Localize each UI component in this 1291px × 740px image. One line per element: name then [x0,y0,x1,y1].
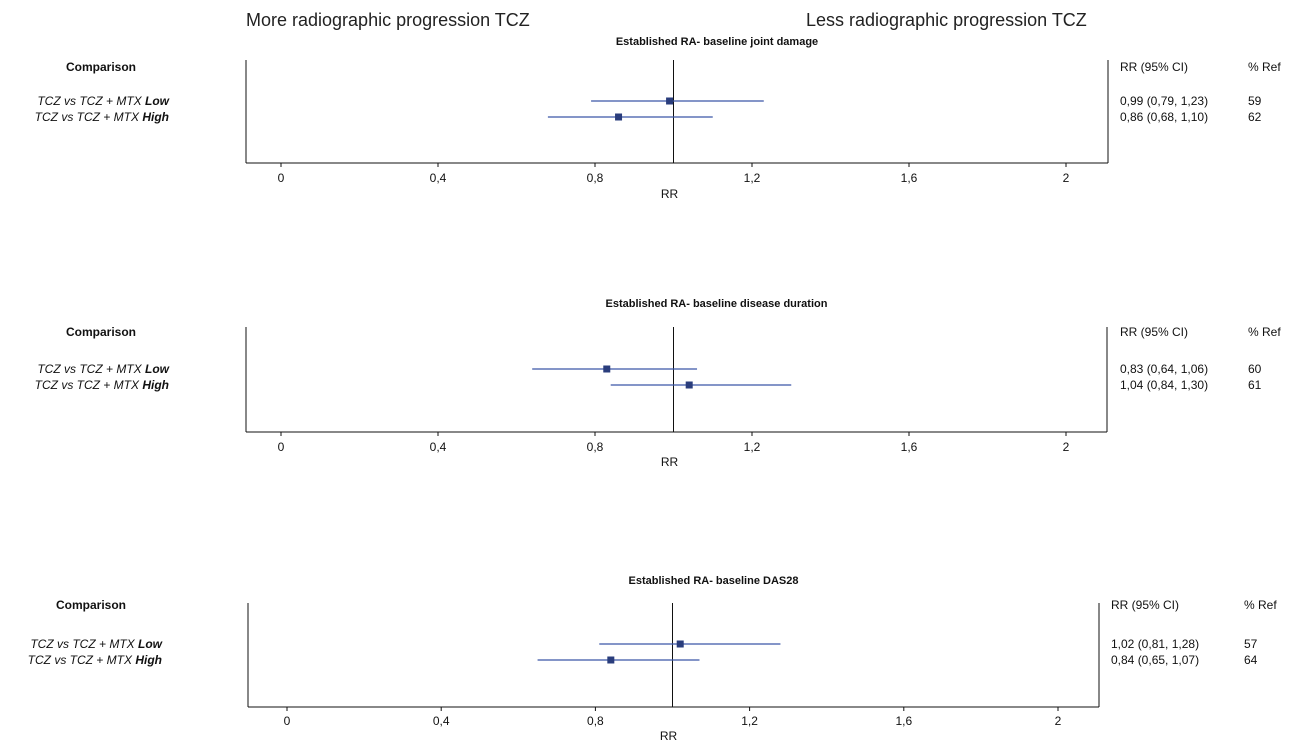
x-axis-label: RR [661,455,679,469]
rr-ci-value: 0,99 (0,79, 1,23) [1120,94,1208,108]
forest-panel: Established RA- baseline disease duratio… [35,298,1282,469]
x-tick-label: 1,2 [741,714,758,728]
x-tick-label: 2 [1063,171,1070,185]
forest-panel: Established RA- baseline joint damage Com… [35,36,1282,201]
forest-panel: Established RA- baseline DAS28 Comparison… [28,575,1278,740]
pct-ref-value: 60 [1248,362,1262,376]
x-tick-label: 1,6 [895,714,912,728]
row-label-group: Low [138,637,163,651]
point-estimate-marker [615,113,623,121]
x-tick-label: 0,8 [587,440,604,454]
x-tick-label: 0,4 [430,440,447,454]
x-tick-label: 1,2 [744,171,761,185]
row-label-group: Low [145,94,170,108]
rr-ci-value: 1,04 (0,84, 1,30) [1120,378,1208,392]
x-tick-label: 1,6 [901,440,918,454]
point-estimate-marker [666,97,674,105]
row-label-group: High [142,378,169,392]
pct-ref-value: 61 [1248,378,1262,392]
rr-ci-value: 0,86 (0,68, 1,10) [1120,110,1208,124]
rr-ci-header: RR (95% CI) [1120,325,1188,339]
pct-ref-value: 64 [1244,653,1258,667]
row-label-main: TCZ vs TCZ + MTX [28,653,136,667]
x-tick-label: 0,8 [587,714,604,728]
row-label-group: High [135,653,162,667]
row-label-main: TCZ vs TCZ + MTX [35,378,143,392]
panel-title: Established RA- baseline disease duratio… [606,298,828,310]
point-estimate-marker [676,640,684,648]
x-tick-label: 1,6 [901,171,918,185]
rr-ci-header: RR (95% CI) [1120,60,1188,74]
header-right-label: Less radiographic progression TCZ [806,10,1087,30]
x-axis-label: RR [660,729,678,740]
comparison-header: Comparison [66,60,136,74]
row-label-group: Low [145,362,170,376]
x-tick-label: 2 [1055,714,1062,728]
header-left-label: More radiographic progression TCZ [246,10,530,30]
comparison-header: Comparison [56,598,126,612]
panel-title: Established RA- baseline joint damage [616,36,818,48]
pct-ref-header: % Ref [1248,60,1281,74]
x-tick-label: 0,4 [433,714,450,728]
row-label-main: TCZ vs TCZ + MTX [37,94,145,108]
rr-ci-value: 1,02 (0,81, 1,28) [1111,637,1199,651]
x-axis-label: RR [661,187,679,201]
pct-ref-value: 57 [1244,637,1258,651]
row-label: TCZ vs TCZ + MTX High [35,378,169,392]
comparison-header: Comparison [66,325,136,339]
row-label: TCZ vs TCZ + MTX Low [37,362,169,376]
pct-ref-header: % Ref [1248,325,1281,339]
pct-ref-header: % Ref [1244,598,1277,612]
x-tick-label: 0,4 [430,171,447,185]
pct-ref-value: 59 [1248,94,1262,108]
x-tick-label: 0 [278,171,285,185]
row-label-main: TCZ vs TCZ + MTX [30,637,138,651]
x-tick-label: 0 [278,440,285,454]
rr-ci-header: RR (95% CI) [1111,598,1179,612]
row-label: TCZ vs TCZ + MTX High [28,653,162,667]
row-label: TCZ vs TCZ + MTX High [35,110,169,124]
row-label-main: TCZ vs TCZ + MTX [35,110,143,124]
row-label: TCZ vs TCZ + MTX Low [30,637,162,651]
x-tick-label: 0 [284,714,291,728]
row-label: TCZ vs TCZ + MTX Low [37,94,169,108]
row-label-group: High [142,110,169,124]
row-label-main: TCZ vs TCZ + MTX [37,362,145,376]
point-estimate-marker [685,381,693,389]
panel-title: Established RA- baseline DAS28 [629,575,799,587]
x-tick-label: 0,8 [587,171,604,185]
x-tick-label: 2 [1063,440,1070,454]
point-estimate-marker [607,656,615,664]
rr-ci-value: 0,83 (0,64, 1,06) [1120,362,1208,376]
pct-ref-value: 62 [1248,110,1262,124]
point-estimate-marker [603,365,611,373]
x-tick-label: 1,2 [744,440,761,454]
rr-ci-value: 0,84 (0,65, 1,07) [1111,653,1199,667]
